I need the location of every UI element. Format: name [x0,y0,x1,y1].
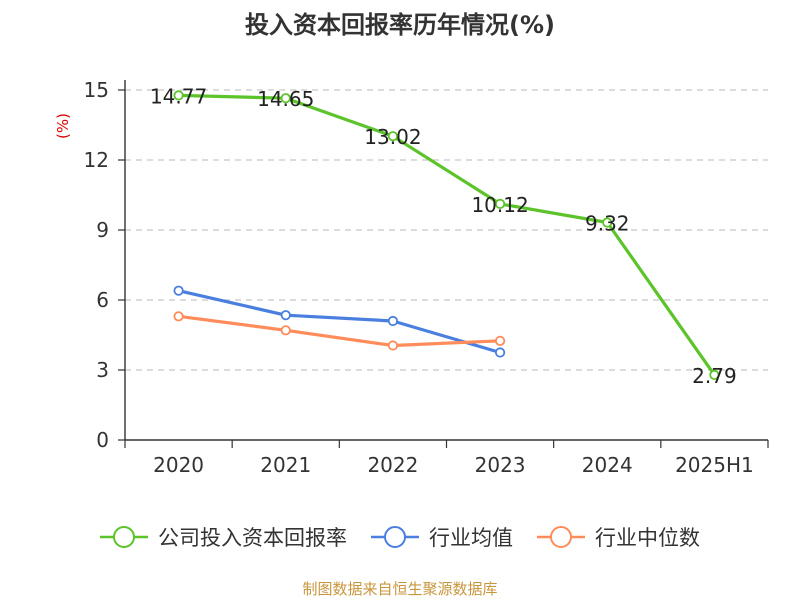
data-labels: 14.77 14.65 13.02 10.12 9.32 2.79 [150,84,737,388]
data-label: 10.12 [471,193,528,217]
series-line-0 [177,93,716,377]
y-tick-label: 15 [84,78,109,102]
data-source-note: 制图数据来自恒生聚源数据库 [302,580,497,598]
legend-item-1[interactable]: 行业均值 [371,526,513,550]
legend-swatch-marker [384,526,406,548]
data-point[interactable] [387,340,399,351]
legend-label: 公司投入资本回报率 [158,526,347,550]
data-point[interactable] [709,369,720,380]
legend-swatch-marker [550,526,572,548]
data-point[interactable] [280,310,291,321]
legend-item-0[interactable]: 公司投入资本回报率 [100,526,347,550]
y-tick-label: 0 [96,428,109,452]
x-tick-label: 2021 [260,453,311,477]
x-tick-label: 2020 [153,453,204,477]
data-label: 14.65 [257,87,314,111]
data-label: 13.02 [364,125,421,149]
axes: 0 3 6 9 12 15 2020 2021 2022 2023 2024 2025H1 [84,78,769,477]
data-point[interactable] [173,311,184,322]
data-point[interactable] [494,347,506,358]
data-point[interactable] [173,285,184,296]
series-line-1 [177,289,502,355]
y-tick-label: 12 [84,148,109,172]
data-label: 9.32 [585,212,630,236]
chart-title: 投入资本回报率历年情况(%) [245,11,555,39]
data-point[interactable] [387,315,399,327]
legend-swatch-marker [113,526,135,548]
x-tick-label: 2023 [475,453,526,477]
data-point[interactable] [280,325,291,336]
data-point[interactable] [280,93,291,104]
data-point[interactable] [494,335,506,346]
data-label: 2.79 [692,364,737,388]
data-point[interactable] [387,131,399,142]
y-tick-label: 3 [96,358,109,382]
y-tick-label: 6 [96,288,109,312]
x-tick-label: 2024 [582,453,633,477]
legend-label: 行业中位数 [595,526,700,550]
data-point[interactable] [494,198,506,209]
series-line-2 [177,314,502,348]
y-tick-label: 9 [96,218,109,242]
data-point[interactable] [602,217,613,228]
data-point[interactable] [173,90,184,101]
x-tick-label: 2025H1 [675,453,754,477]
series-lines [173,90,720,380]
legend: 公司投入资本回报率 行业均值 行业中位数 [100,526,700,550]
y-axis-unit-label: (%) [54,113,72,139]
data-label: 14.77 [150,84,207,108]
legend-item-2[interactable]: 行业中位数 [537,526,700,550]
gridlines [125,89,768,371]
legend-label: 行业均值 [429,526,513,550]
x-tick-label: 2022 [367,453,418,477]
